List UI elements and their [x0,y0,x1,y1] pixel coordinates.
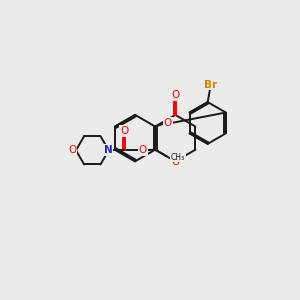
Text: O: O [120,126,128,136]
Text: O: O [139,145,147,155]
Text: Br: Br [203,80,217,90]
Text: O: O [164,118,172,128]
Text: O: O [171,90,179,100]
Text: CH₃: CH₃ [171,153,185,162]
Text: O: O [171,157,179,166]
Text: N: N [103,145,112,155]
Text: O: O [68,145,76,155]
